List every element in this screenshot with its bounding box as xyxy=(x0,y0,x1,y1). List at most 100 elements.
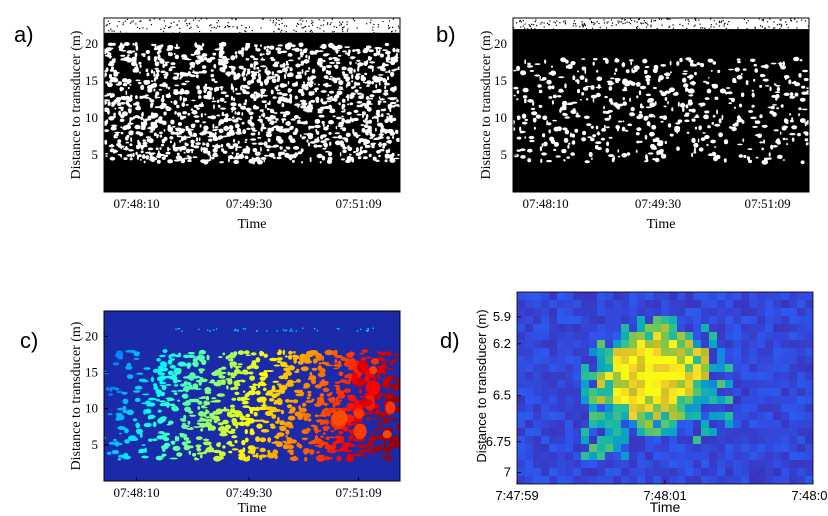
echo-blob xyxy=(217,422,224,426)
echo-blob xyxy=(144,408,152,414)
echo-blob xyxy=(607,109,613,113)
echo-blob xyxy=(375,89,380,93)
echo-blob xyxy=(259,109,263,112)
echo-blob xyxy=(172,147,179,152)
echo-blob xyxy=(267,138,271,143)
heatmap-cell xyxy=(677,348,686,357)
echo-blob xyxy=(321,101,328,105)
echo-blob xyxy=(220,91,227,95)
echo-blob xyxy=(321,355,325,361)
heatmap-cell xyxy=(733,404,742,413)
heatmap-cell xyxy=(773,316,782,325)
heatmap-cell xyxy=(605,460,614,469)
echo-blob xyxy=(176,43,178,48)
heatmap-cell xyxy=(693,436,702,445)
echo-blob xyxy=(139,64,142,68)
echo-blob xyxy=(264,103,267,109)
echo-blob xyxy=(183,414,187,420)
echo-blob xyxy=(570,61,576,66)
echo-blob xyxy=(182,422,186,427)
echo-blob xyxy=(782,159,786,161)
echo-blob xyxy=(664,97,668,101)
noise-speck xyxy=(555,24,558,26)
echo-blob xyxy=(189,414,197,417)
echo-blob xyxy=(277,50,282,54)
echo-blob xyxy=(167,159,174,164)
echo-blob xyxy=(644,134,648,140)
echo-blob xyxy=(575,79,580,83)
echo-blob xyxy=(629,59,634,62)
echo-blob xyxy=(667,100,669,105)
echo-blob xyxy=(143,422,152,428)
heatmap-cell xyxy=(565,316,574,325)
noise-speck xyxy=(581,24,584,26)
heatmap-cell xyxy=(677,412,686,421)
echo-blob xyxy=(160,143,165,147)
echo-blob xyxy=(220,85,223,91)
echo-blob xyxy=(334,355,344,359)
echo-blob xyxy=(318,440,325,447)
echo-blob xyxy=(616,127,620,132)
heatmap-cell xyxy=(597,436,606,445)
heatmap-cell xyxy=(605,412,614,421)
echo-blob xyxy=(288,350,293,355)
heatmap-cell xyxy=(773,348,782,357)
echo-blob xyxy=(361,349,369,353)
heatmap-cell xyxy=(621,468,630,477)
noise-speck xyxy=(583,22,585,25)
noise-speck xyxy=(663,29,665,32)
heatmap-cell xyxy=(725,300,734,309)
echo-blob xyxy=(243,417,252,421)
echo-blob xyxy=(746,156,749,159)
noise-speck xyxy=(333,31,335,33)
echo-blob xyxy=(376,395,380,402)
echo-blob xyxy=(335,77,341,81)
echo-blob xyxy=(209,444,212,449)
noise-speck xyxy=(310,29,312,31)
echo-blob xyxy=(213,63,217,69)
heatmap-cell xyxy=(669,404,678,413)
noise-speck xyxy=(593,23,595,26)
noise-speck xyxy=(316,36,318,38)
echo-blob xyxy=(169,66,176,69)
heatmap-cell xyxy=(701,300,710,309)
heatmap-cell xyxy=(597,396,606,405)
echo-blob xyxy=(736,58,741,61)
echo-blob xyxy=(332,136,339,139)
echo-blob xyxy=(195,60,201,65)
noise-speck xyxy=(309,30,311,33)
heatmap-cell xyxy=(613,372,622,381)
heatmap-cell xyxy=(741,428,750,437)
echo-blob xyxy=(148,397,157,401)
heatmap-cell xyxy=(517,348,526,357)
echo-blob xyxy=(274,435,279,439)
echo-blob xyxy=(358,95,364,100)
echo-blob xyxy=(162,349,168,353)
echo-blob xyxy=(287,449,294,454)
heatmap-cell xyxy=(613,388,622,397)
echo-blob xyxy=(231,435,238,439)
echo-blob xyxy=(274,409,281,412)
noise-speck xyxy=(710,26,712,28)
echo-blob xyxy=(228,145,235,149)
heatmap-cell xyxy=(645,444,654,453)
heatmap-cell xyxy=(533,332,542,341)
echo-blob xyxy=(340,143,345,148)
echo-blob xyxy=(685,112,690,115)
echo-blob xyxy=(273,115,276,120)
echo-blob xyxy=(327,397,336,401)
echo-blob xyxy=(635,149,638,153)
noise-speck xyxy=(187,32,189,35)
noise-speck xyxy=(227,34,230,36)
echo-blob xyxy=(126,101,130,106)
noise-speck xyxy=(281,29,283,31)
echo-blob xyxy=(216,114,221,117)
echo-blob xyxy=(572,75,576,81)
echo-blob xyxy=(383,383,391,389)
echo-blob xyxy=(159,154,165,156)
echo-blob xyxy=(121,391,128,395)
echo-blob xyxy=(727,91,733,95)
echo-blob xyxy=(248,365,257,369)
echo-blob xyxy=(608,86,613,91)
echo-blob xyxy=(282,440,287,443)
